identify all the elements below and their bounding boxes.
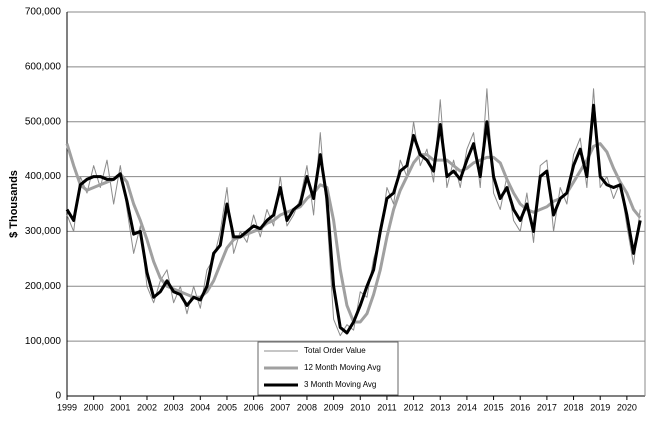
x-tick-label: 2000 <box>84 402 104 412</box>
x-tick-label: 2020 <box>617 402 637 412</box>
x-tick-label: 2009 <box>324 402 344 412</box>
y-tick-label: 700,000 <box>25 7 62 18</box>
x-tick-label: 2013 <box>430 402 450 412</box>
x-tick-label: 2012 <box>404 402 424 412</box>
x-tick-label: 2016 <box>510 402 530 412</box>
x-tick-label: 2002 <box>137 402 157 412</box>
x-tick-label: 2004 <box>190 402 210 412</box>
legend-label: 3 Month Moving Avg <box>304 380 376 389</box>
x-tick-label: 2008 <box>297 402 317 412</box>
x-tick-label: 1999 <box>57 402 77 412</box>
x-tick-label: 2003 <box>164 402 184 412</box>
x-tick-label: 2010 <box>350 402 370 412</box>
y-tick-label: 0 <box>55 391 61 402</box>
legend-label: Total Order Value <box>304 346 366 355</box>
x-tick-label: 2017 <box>537 402 557 412</box>
y-tick-label: 100,000 <box>25 336 62 347</box>
y-tick-label: 500,000 <box>25 116 62 127</box>
x-tick-label: 2005 <box>217 402 237 412</box>
y-tick-label: 200,000 <box>25 281 62 292</box>
series-line <box>65 103 642 335</box>
x-tick-label: 2014 <box>457 402 477 412</box>
y-tick-label: 300,000 <box>25 226 62 237</box>
legend-label: 12 Month Moving Avg <box>304 363 381 372</box>
y-tick-label: 400,000 <box>25 171 62 182</box>
x-tick-label: 2007 <box>270 402 290 412</box>
series-line <box>66 88 641 337</box>
x-tick-label: 2011 <box>377 402 396 412</box>
y-tick-label: 600,000 <box>25 61 62 72</box>
x-tick-label: 2001 <box>110 402 130 412</box>
x-tick-label: 2018 <box>564 402 584 412</box>
x-tick-label: 2006 <box>244 402 264 412</box>
x-tick-label: 2019 <box>590 402 610 412</box>
x-tick-label: 2015 <box>484 402 504 412</box>
y-axis-label: $ Thousands <box>8 170 20 238</box>
